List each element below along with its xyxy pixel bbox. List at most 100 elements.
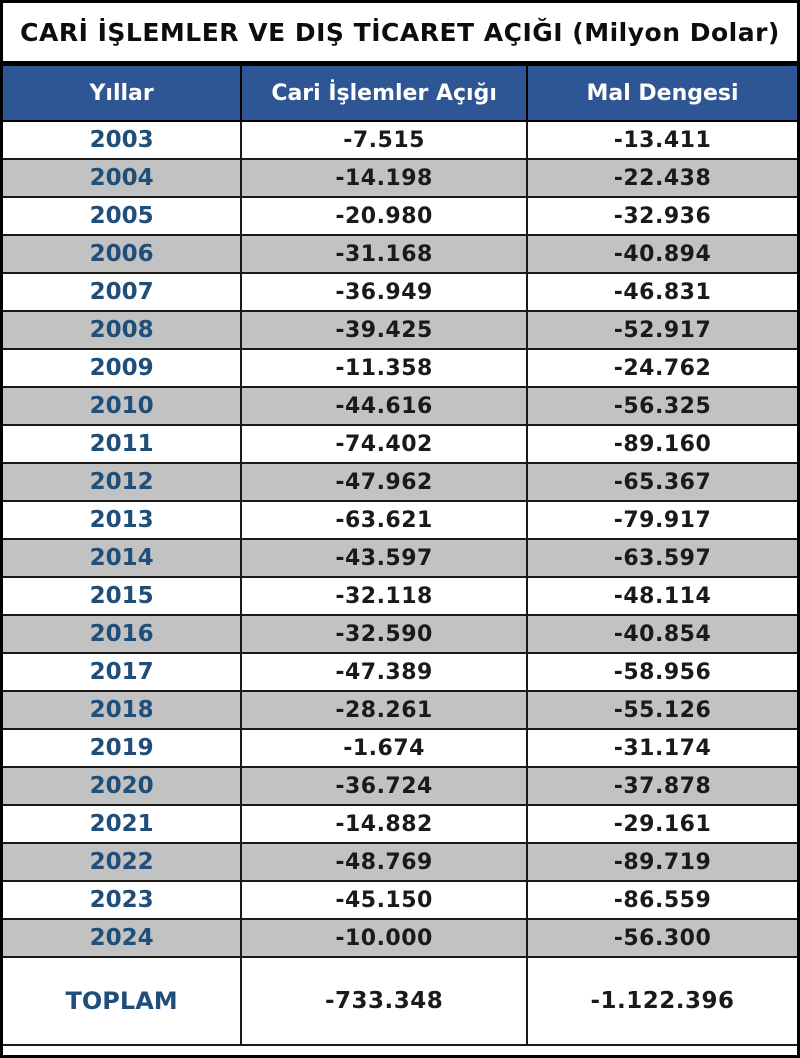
table-row: 2005 -20.980 -32.936 <box>3 196 797 236</box>
year-cell: 2017 <box>3 652 243 692</box>
page-title: CARİ İŞLEMLER VE DIŞ TİCARET AÇIĞI (Mily… <box>20 17 780 47</box>
year-cell: 2010 <box>3 386 243 426</box>
year-cell: 2019 <box>3 728 243 768</box>
table-row: 2016 -32.590 -40.854 <box>3 614 797 654</box>
table-row: 2018 -28.261 -55.126 <box>3 690 797 730</box>
current-account-cell: -28.261 <box>240 690 529 730</box>
table-row: 2023 -45.150 -86.559 <box>3 880 797 920</box>
table-row: 2022 -48.769 -89.719 <box>3 842 797 882</box>
table-row: 2004 -14.198 -22.438 <box>3 158 797 198</box>
current-account-cell: -1.674 <box>240 728 529 768</box>
deficit-table: Yıllar Cari İşlemler Açığı Mal Dengesi 2… <box>3 66 797 1046</box>
current-account-cell: -74.402 <box>240 424 529 464</box>
current-account-cell: -47.962 <box>240 462 529 502</box>
year-cell: 2005 <box>3 196 243 236</box>
table-row: 2007 -36.949 -46.831 <box>3 272 797 312</box>
table-row: 2013 -63.621 -79.917 <box>3 500 797 540</box>
year-cell: 2006 <box>3 234 243 274</box>
table-row: 2012 -47.962 -65.367 <box>3 462 797 502</box>
goods-balance-cell: -29.161 <box>526 804 797 844</box>
table-row: 2006 -31.168 -40.894 <box>3 234 797 274</box>
total-goods-balance: -1.122.396 <box>526 956 797 1046</box>
goods-balance-cell: -89.719 <box>526 842 797 882</box>
current-account-cell: -32.118 <box>240 576 529 616</box>
current-account-cell: -63.621 <box>240 500 529 540</box>
column-header-years: Yıllar <box>3 66 243 122</box>
table-row: 2010 -44.616 -56.325 <box>3 386 797 426</box>
year-cell: 2018 <box>3 690 243 730</box>
year-cell: 2020 <box>3 766 243 806</box>
year-cell: 2003 <box>3 120 243 160</box>
goods-balance-cell: -22.438 <box>526 158 797 198</box>
current-account-cell: -11.358 <box>240 348 529 388</box>
current-account-cell: -47.389 <box>240 652 529 692</box>
year-cell: 2008 <box>3 310 243 350</box>
current-account-cell: -14.882 <box>240 804 529 844</box>
column-header-goods-balance: Mal Dengesi <box>526 66 797 122</box>
total-row: TOPLAM -733.348 -1.122.396 <box>3 956 797 1046</box>
table-header: Yıllar Cari İşlemler Açığı Mal Dengesi <box>3 66 797 122</box>
goods-balance-cell: -55.126 <box>526 690 797 730</box>
table-row: 2003 -7.515 -13.411 <box>3 120 797 160</box>
goods-balance-cell: -52.917 <box>526 310 797 350</box>
year-cell: 2014 <box>3 538 243 578</box>
year-cell: 2013 <box>3 500 243 540</box>
table-row: 2015 -32.118 -48.114 <box>3 576 797 616</box>
current-account-cell: -7.515 <box>240 120 529 160</box>
current-account-cell: -14.198 <box>240 158 529 198</box>
goods-balance-cell: -79.917 <box>526 500 797 540</box>
year-cell: 2024 <box>3 918 243 958</box>
current-account-cell: -31.168 <box>240 234 529 274</box>
year-cell: 2007 <box>3 272 243 312</box>
goods-balance-cell: -86.559 <box>526 880 797 920</box>
year-cell: 2015 <box>3 576 243 616</box>
current-account-cell: -10.000 <box>240 918 529 958</box>
goods-balance-cell: -89.160 <box>526 424 797 464</box>
goods-balance-cell: -13.411 <box>526 120 797 160</box>
title-bar: CARİ İŞLEMLER VE DIŞ TİCARET AÇIĞI (Mily… <box>3 3 797 66</box>
year-cell: 2016 <box>3 614 243 654</box>
current-account-cell: -44.616 <box>240 386 529 426</box>
current-account-cell: -39.425 <box>240 310 529 350</box>
column-header-current-account: Cari İşlemler Açığı <box>240 66 529 122</box>
goods-balance-cell: -37.878 <box>526 766 797 806</box>
current-account-cell: -36.724 <box>240 766 529 806</box>
year-cell: 2023 <box>3 880 243 920</box>
goods-balance-cell: -24.762 <box>526 348 797 388</box>
goods-balance-cell: -56.300 <box>526 918 797 958</box>
current-account-cell: -20.980 <box>240 196 529 236</box>
goods-balance-cell: -56.325 <box>526 386 797 426</box>
goods-balance-cell: -40.894 <box>526 234 797 274</box>
table-row: 2009 -11.358 -24.762 <box>3 348 797 388</box>
year-cell: 2022 <box>3 842 243 882</box>
current-account-cell: -32.590 <box>240 614 529 654</box>
goods-balance-cell: -40.854 <box>526 614 797 654</box>
table-row: 2011 -74.402 -89.160 <box>3 424 797 464</box>
table-row: 2017 -47.389 -58.956 <box>3 652 797 692</box>
table-row: 2024 -10.000 -56.300 <box>3 918 797 958</box>
total-current-account: -733.348 <box>240 956 529 1046</box>
table-footer: TOPLAM -733.348 -1.122.396 <box>3 956 797 1046</box>
table-row: 2014 -43.597 -63.597 <box>3 538 797 578</box>
table-row: 2008 -39.425 -52.917 <box>3 310 797 350</box>
goods-balance-cell: -32.936 <box>526 196 797 236</box>
year-cell: 2012 <box>3 462 243 502</box>
year-cell: 2021 <box>3 804 243 844</box>
goods-balance-cell: -58.956 <box>526 652 797 692</box>
header-row: Yıllar Cari İşlemler Açığı Mal Dengesi <box>3 66 797 122</box>
table-row: 2020 -36.724 -37.878 <box>3 766 797 806</box>
table-body: 2003 -7.515 -13.411 2004 -14.198 -22.438 2005-… <box>3 120 797 958</box>
table-row: 2019 -1.674 -31.174 <box>3 728 797 768</box>
current-account-cell: -43.597 <box>240 538 529 578</box>
table-row: 2021 -14.882 -29.161 <box>3 804 797 844</box>
goods-balance-cell: -48.114 <box>526 576 797 616</box>
current-account-cell: -36.949 <box>240 272 529 312</box>
current-account-cell: -48.769 <box>240 842 529 882</box>
goods-balance-cell: -31.174 <box>526 728 797 768</box>
year-cell: 2004 <box>3 158 243 198</box>
goods-balance-cell: -65.367 <box>526 462 797 502</box>
year-cell: 2009 <box>3 348 243 388</box>
total-label: TOPLAM <box>3 956 243 1046</box>
year-cell: 2011 <box>3 424 243 464</box>
